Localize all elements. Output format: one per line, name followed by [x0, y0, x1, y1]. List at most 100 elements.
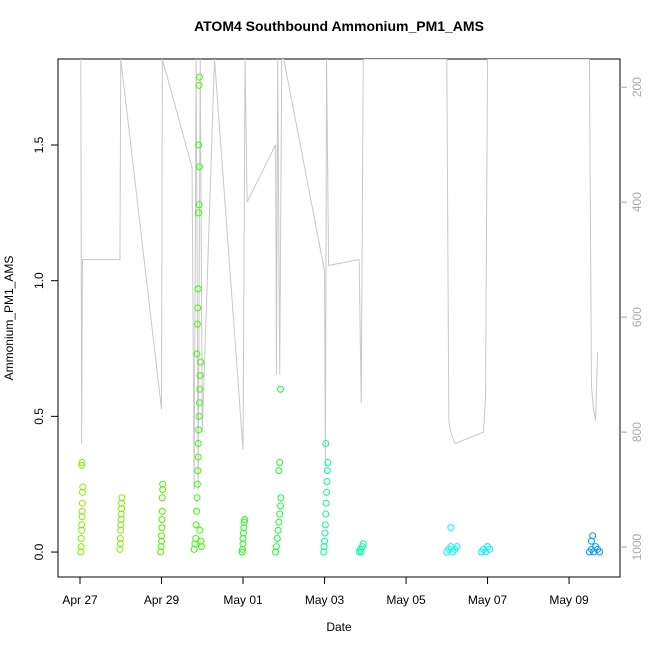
- point: [77, 543, 85, 551]
- point: [321, 537, 329, 545]
- chart-title: ATOM4 Southbound Ammonium_PM1_AMS: [194, 18, 484, 34]
- x-tick-label: May 01: [223, 593, 263, 607]
- point: [193, 480, 201, 488]
- point: [596, 548, 604, 556]
- point: [322, 510, 330, 518]
- point: [196, 526, 204, 534]
- point: [196, 372, 204, 380]
- point: [79, 483, 87, 491]
- point: [241, 515, 249, 523]
- point: [453, 543, 461, 551]
- x-tick-label: Apr 29: [144, 593, 180, 607]
- point: [324, 458, 332, 466]
- y-tick-label: 1.5: [32, 136, 46, 153]
- point: [277, 385, 285, 393]
- plot-frame: [57, 58, 621, 578]
- point: [320, 548, 328, 556]
- point: [117, 515, 125, 523]
- point: [78, 488, 86, 496]
- point: [158, 532, 166, 540]
- point: [77, 534, 85, 542]
- point: [195, 163, 203, 171]
- point: [195, 73, 203, 81]
- point: [274, 526, 282, 534]
- y2-tick-label: 1000: [630, 533, 644, 560]
- point: [275, 518, 283, 526]
- x-tick-label: May 09: [549, 593, 589, 607]
- point: [192, 534, 200, 542]
- point: [486, 545, 494, 553]
- point: [158, 537, 166, 545]
- point: [78, 513, 86, 521]
- x-tick-label: May 07: [468, 593, 508, 607]
- point: [277, 502, 285, 510]
- point: [158, 494, 166, 502]
- y2-tick-label: 400: [630, 192, 644, 212]
- point: [240, 524, 248, 532]
- point: [78, 521, 86, 529]
- point: [193, 507, 201, 515]
- point: [158, 524, 166, 532]
- y-axis-title: Ammonium_PM1_AMS: [2, 256, 16, 381]
- point: [197, 358, 205, 366]
- point: [193, 350, 201, 358]
- point: [322, 439, 330, 447]
- point: [159, 486, 167, 494]
- point: [194, 453, 202, 461]
- point: [240, 518, 248, 526]
- point: [323, 488, 331, 496]
- point: [238, 548, 246, 556]
- point: [239, 545, 247, 553]
- x-tick-label: May 03: [305, 593, 345, 607]
- point: [323, 477, 331, 485]
- line: [80, 59, 599, 490]
- point: [447, 524, 455, 532]
- point: [359, 540, 367, 548]
- point: [276, 510, 284, 518]
- point: [194, 467, 202, 475]
- point: [321, 521, 329, 529]
- point: [157, 548, 165, 556]
- point: [195, 426, 203, 434]
- point: [117, 510, 125, 518]
- point: [323, 467, 331, 475]
- point: [159, 480, 167, 488]
- y-tick-label: 0.0: [32, 543, 46, 560]
- point: [158, 515, 166, 523]
- points-layer: [77, 73, 604, 556]
- point: [239, 534, 247, 542]
- x-axis-title: Date: [326, 620, 352, 634]
- lines-layer: [80, 59, 599, 490]
- point: [239, 529, 247, 537]
- point: [118, 505, 126, 513]
- point: [78, 507, 86, 515]
- y2-tick-label: 200: [630, 77, 644, 97]
- point: [195, 399, 203, 407]
- point: [589, 532, 597, 540]
- y2-tick-label: 600: [630, 307, 644, 327]
- point: [272, 543, 280, 551]
- y-tick-label: 0.5: [32, 408, 46, 425]
- point: [196, 385, 204, 393]
- point: [195, 412, 203, 420]
- x-tick-label: Apr 27: [62, 593, 98, 607]
- point: [194, 285, 202, 293]
- point: [193, 320, 201, 328]
- point: [116, 545, 124, 553]
- point: [117, 526, 125, 534]
- point: [194, 439, 202, 447]
- point: [275, 467, 283, 475]
- point: [195, 201, 203, 209]
- point: [157, 543, 165, 551]
- point: [118, 494, 126, 502]
- point: [78, 461, 86, 469]
- point: [193, 494, 201, 502]
- point: [197, 543, 205, 551]
- point: [117, 521, 125, 529]
- point: [273, 534, 281, 542]
- point: [197, 537, 205, 545]
- point: [118, 499, 126, 507]
- point: [192, 521, 200, 529]
- point: [322, 499, 330, 507]
